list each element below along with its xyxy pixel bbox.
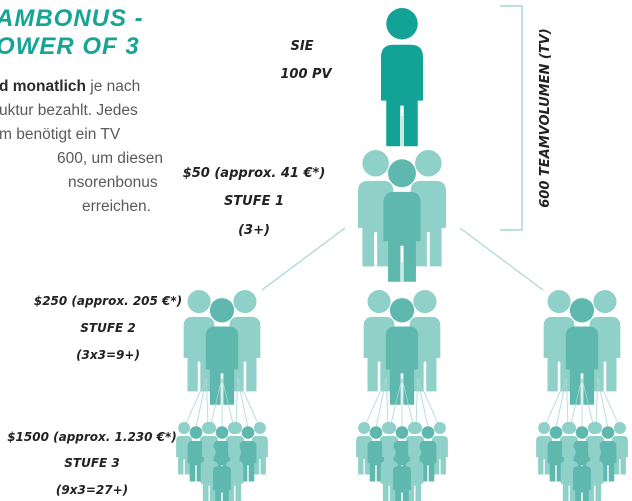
person-head xyxy=(570,298,594,322)
person-body xyxy=(393,466,411,501)
team-volume: 600 TEAMVOLUMEN (TV) xyxy=(538,28,553,207)
person-head xyxy=(362,150,389,177)
person-head xyxy=(188,290,211,313)
level-count: (3+) xyxy=(238,223,270,238)
intro-line: 600, um diesen xyxy=(57,150,163,167)
person-head xyxy=(395,451,409,465)
person-body xyxy=(213,466,231,501)
person-icon xyxy=(393,451,411,501)
page: {"title": {"lines": ["AMBONUS -", "OWER … xyxy=(0,0,632,501)
person-head xyxy=(564,422,576,434)
person-head xyxy=(538,422,550,434)
person-head xyxy=(190,426,203,439)
person-head xyxy=(550,426,563,439)
person-head xyxy=(602,426,615,439)
level-stage: STUFE 2 xyxy=(80,321,136,335)
person-head xyxy=(203,446,216,459)
person-head xyxy=(548,290,571,313)
person-head xyxy=(396,426,409,439)
top-name: SIE xyxy=(290,39,313,54)
person-head xyxy=(588,446,601,459)
intro-line: uktur bezahlt. Jedes xyxy=(0,102,138,119)
diagram: AMBONUS - OWER OF 3 d monatlich je nach … xyxy=(0,0,632,501)
level-bonus: $1500 (approx. 1.230 €*) xyxy=(7,430,177,444)
person-head xyxy=(358,422,370,434)
person-head xyxy=(388,159,416,187)
title-line: AMBONUS - xyxy=(0,5,144,32)
intro-line: m benötigt ein TV xyxy=(0,126,121,143)
intro-bold: d monatlich xyxy=(0,78,86,95)
level-bonus: $50 (approx. 41 €*) xyxy=(183,166,326,181)
level-stage: STUFE 3 xyxy=(64,456,120,470)
bracket xyxy=(500,6,522,230)
person-head xyxy=(383,446,396,459)
person-head xyxy=(233,290,256,313)
person-head xyxy=(254,422,266,434)
title-line: OWER OF 3 xyxy=(0,33,140,60)
intro-line: erreichen. xyxy=(82,198,151,215)
person-head xyxy=(384,422,396,434)
person-head xyxy=(576,426,589,439)
person-head xyxy=(390,298,414,322)
person-head xyxy=(593,290,616,313)
person-head xyxy=(204,422,216,434)
top-volume: 100 PV xyxy=(280,67,332,82)
person-head xyxy=(210,298,234,322)
person-head xyxy=(434,422,446,434)
person-head xyxy=(178,422,190,434)
person-head xyxy=(408,446,421,459)
person-head xyxy=(413,290,436,313)
person-head xyxy=(368,290,391,313)
person-head xyxy=(410,422,422,434)
intro-line: nsorenbonus xyxy=(68,174,158,191)
person-head xyxy=(370,426,383,439)
person-icon xyxy=(213,451,231,501)
person-head xyxy=(422,426,435,439)
person-icon xyxy=(573,451,591,501)
level-bonus: $250 (approx. 205 €*) xyxy=(34,294,182,308)
person-head xyxy=(230,422,242,434)
connector xyxy=(262,228,345,290)
person-head xyxy=(228,446,241,459)
intro-text: je nach xyxy=(86,78,140,95)
person-head xyxy=(575,451,589,465)
person-head xyxy=(415,150,442,177)
person-head xyxy=(590,422,602,434)
person-head xyxy=(614,422,626,434)
person-head xyxy=(563,446,576,459)
intro-line: d monatlich je nach xyxy=(0,78,140,95)
level-stage: STUFE 1 xyxy=(224,194,284,209)
person-body xyxy=(573,466,591,501)
person-head xyxy=(215,451,229,465)
person-head xyxy=(386,8,418,40)
level-count: (3x3=9+) xyxy=(76,348,140,362)
level-count: (9x3=27+) xyxy=(56,483,128,497)
connector xyxy=(460,228,543,290)
person-head xyxy=(216,426,229,439)
person-head xyxy=(242,426,255,439)
